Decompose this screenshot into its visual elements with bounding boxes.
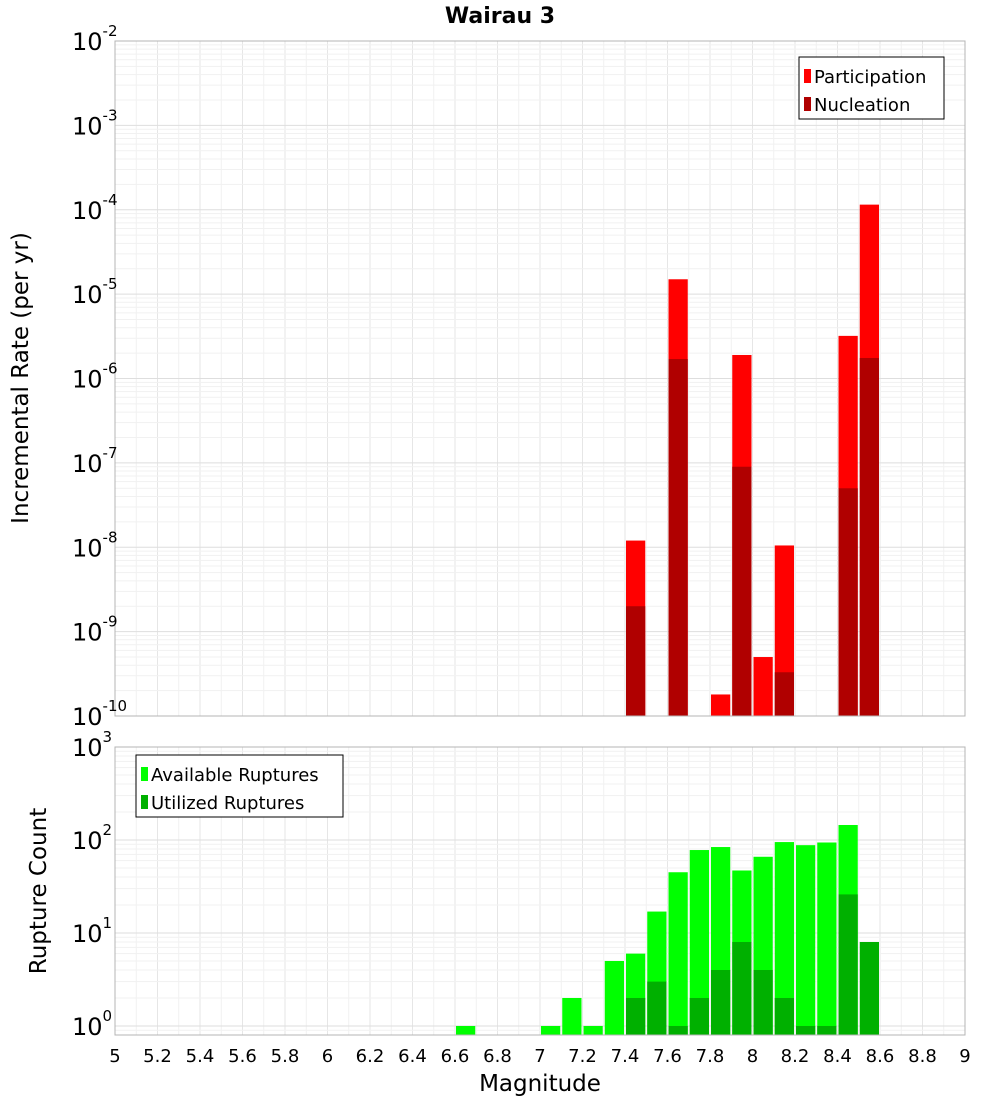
- bottom-bar-secondary: [753, 969, 773, 1035]
- top-legend-swatch: [804, 69, 811, 83]
- bottom-bar-secondary: [626, 997, 646, 1035]
- x-axis-label: Magnitude: [479, 1071, 601, 1097]
- x-tick-label: 7.4: [611, 1046, 640, 1067]
- x-tick-label: 8.8: [908, 1046, 937, 1067]
- top-y-tick-label: 10-8: [72, 528, 118, 562]
- bottom-plot-border: [114, 746, 966, 1036]
- top-y-tick-label: 10-5: [72, 275, 118, 309]
- bottom-bar-secondary: [647, 981, 667, 1035]
- bottom-y-tick-label: 100: [72, 1007, 112, 1041]
- bottom-bar-primary: [668, 872, 688, 1035]
- x-tick-label: 6.8: [483, 1046, 512, 1067]
- bottom-bar-secondary: [774, 997, 794, 1035]
- bottom-bar-primary: [796, 845, 816, 1035]
- bottom-bar-primary: [541, 1025, 561, 1035]
- bottom-legend-box: [135, 754, 344, 818]
- bottom-bar-secondary: [711, 969, 731, 1035]
- bottom-legend: Available Ruptures Utilized Ruptures: [135, 754, 344, 818]
- top-bar-secondary: [838, 488, 858, 716]
- top-bar-secondary: [732, 466, 752, 716]
- chart-title: Wairau 3: [445, 4, 555, 29]
- x-tick-label: 6.2: [356, 1046, 385, 1067]
- bottom-bar-primary: [456, 1025, 476, 1035]
- x-tick-label: 7.8: [696, 1046, 725, 1067]
- bottom-bar-secondary: [838, 894, 858, 1035]
- bottom-bar-primary: [689, 850, 709, 1035]
- bottom-bar-primary: [583, 1025, 603, 1035]
- top-y-tick-label: 10-6: [72, 360, 118, 394]
- top-y-tick-label: 10-10: [72, 697, 127, 731]
- top-bar-primary: [711, 694, 731, 716]
- top-y-tick-label: 10-9: [72, 613, 118, 647]
- bottom-legend-swatch: [141, 795, 148, 809]
- x-tick-label: 5.2: [143, 1046, 172, 1067]
- bottom-y-tick-label: 101: [72, 914, 112, 948]
- bottom-bar-primary: [774, 842, 794, 1035]
- x-tick-label: 5.6: [228, 1046, 257, 1067]
- top-bar-primary: [753, 657, 773, 716]
- bottom-bar-secondary: [817, 1025, 837, 1035]
- top-legend-box: [798, 56, 945, 120]
- bottom-bar-primary: [817, 842, 837, 1035]
- x-tick-label: 9: [959, 1046, 970, 1067]
- x-tick-label: 5.8: [271, 1046, 300, 1067]
- top-y-tick-label: 10-7: [72, 444, 118, 478]
- bottom-y-axis-label: Rupture Count: [26, 808, 52, 974]
- x-tick-label: 6.4: [398, 1046, 427, 1067]
- top-legend-swatch: [804, 97, 811, 111]
- top-y-axis-label: Incremental Rate (per yr): [8, 232, 34, 524]
- bottom-legend-label: Utilized Ruptures: [151, 793, 304, 814]
- x-tick-label: 5: [109, 1046, 120, 1067]
- top-legend-label: Participation: [814, 67, 926, 88]
- bottom-y-tick-label: 103: [72, 728, 112, 762]
- bottom-legend-label: Available Ruptures: [151, 765, 319, 786]
- top-plot-border: [114, 40, 966, 717]
- x-tick-label: 7.6: [653, 1046, 682, 1067]
- bottom-bar-secondary: [689, 997, 709, 1035]
- top-y-tick-label: 10-3: [72, 106, 118, 140]
- bottom-bar-primary: [604, 960, 624, 1035]
- top-bar-secondary: [626, 606, 646, 716]
- x-tick-label: 8: [747, 1046, 758, 1067]
- top-bar-secondary: [668, 359, 688, 716]
- bottom-bar-secondary: [668, 1025, 688, 1035]
- top-y-tick-label: 10-2: [72, 22, 118, 56]
- x-tick-label: 5.4: [186, 1046, 215, 1067]
- x-tick-label: 8.2: [781, 1046, 810, 1067]
- x-tick-label: 8.4: [823, 1046, 852, 1067]
- top-legend-label: Nucleation: [814, 95, 910, 116]
- bottom-y-tick-label: 102: [72, 821, 112, 855]
- x-tick-label: 6: [322, 1046, 333, 1067]
- bottom-legend-swatch: [141, 767, 148, 781]
- bottom-plot-area: 100 101 102 103 5 5.2 5.4 5.6 5.8 6 6.2 6.4 6.6 6.8 7 7…: [72, 728, 971, 1067]
- top-bar-secondary: [774, 672, 794, 716]
- bottom-bar-primary: [562, 997, 582, 1035]
- top-plot-area: 10-10 10-9 10-8 10-7 10-6 10-5 10-4 10-3 10-2: [72, 22, 966, 731]
- bottom-bar-secondary: [732, 942, 752, 1035]
- bottom-bar-secondary: [796, 1025, 816, 1035]
- bottom-bar-secondary: [859, 942, 879, 1035]
- x-tick-label: 7.2: [568, 1046, 597, 1067]
- x-tick-label: 7: [534, 1046, 545, 1067]
- x-tick-label: 8.6: [866, 1046, 895, 1067]
- x-tick-label: 6.6: [441, 1046, 470, 1067]
- top-y-tick-label: 10-4: [72, 191, 118, 225]
- top-legend: Participation Nucleation: [798, 56, 945, 120]
- top-bar-secondary: [859, 357, 879, 716]
